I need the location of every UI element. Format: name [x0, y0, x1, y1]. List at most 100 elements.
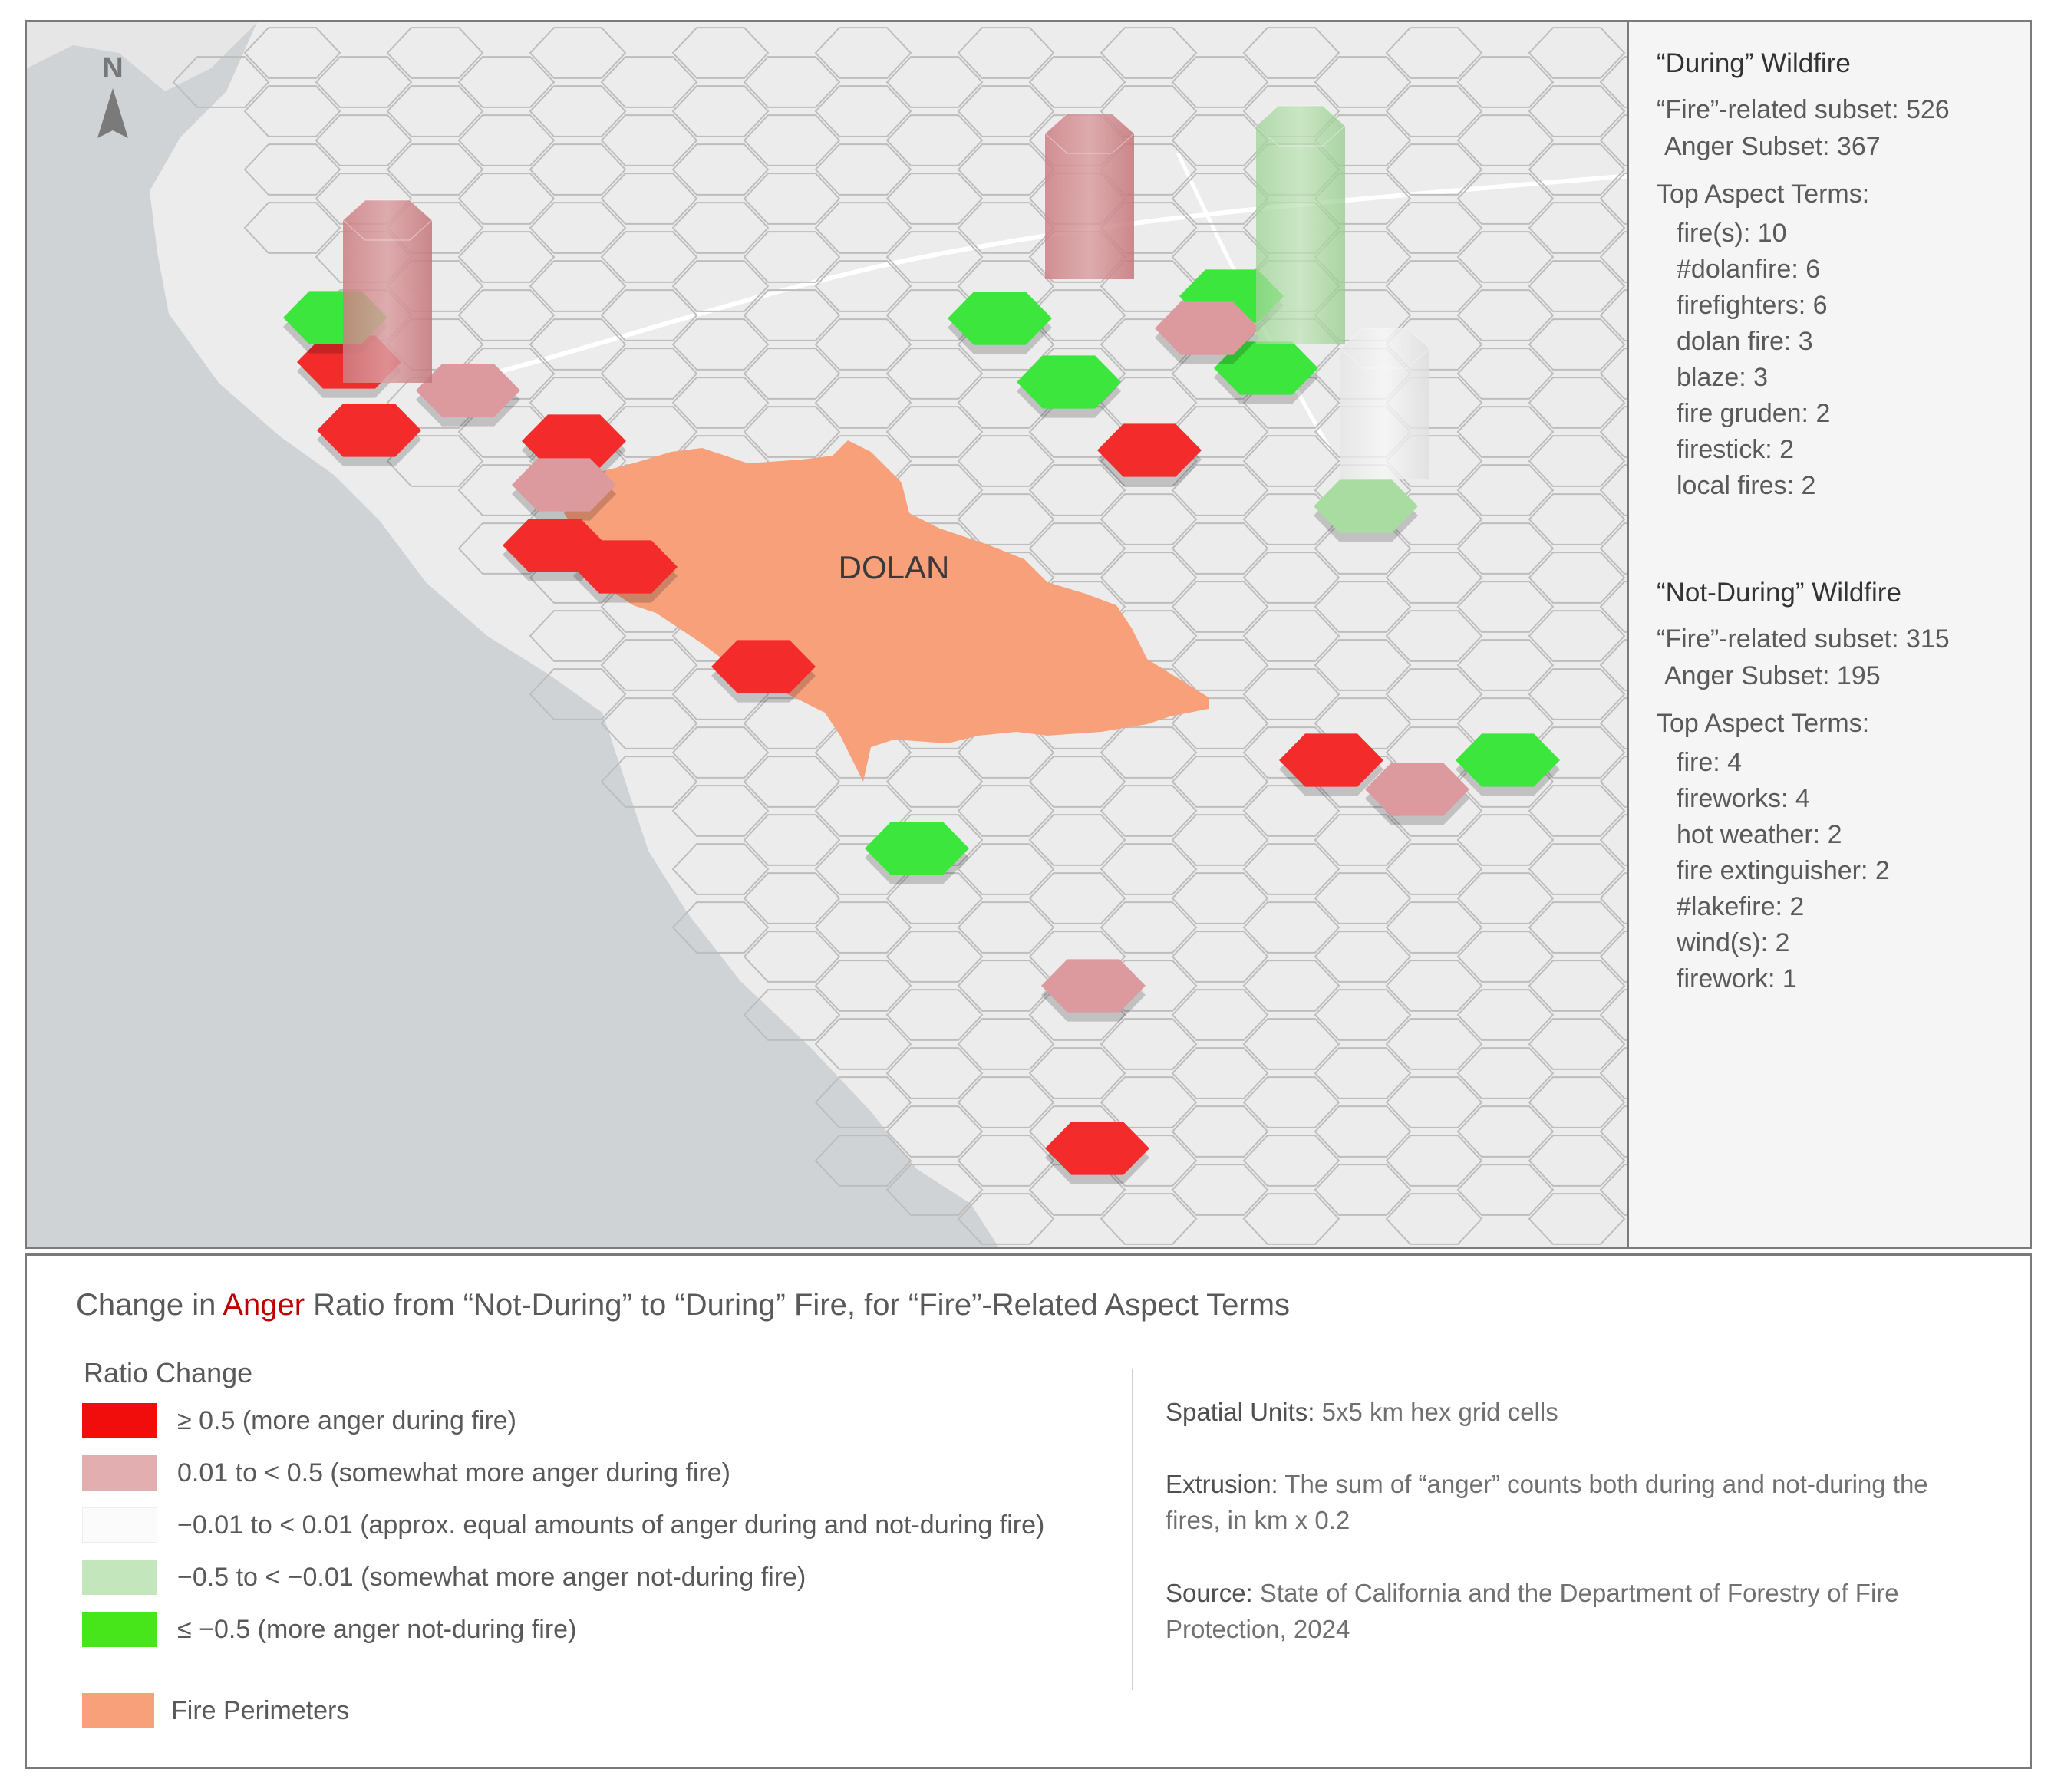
extruded-hex-column[interactable]	[1340, 328, 1430, 479]
grid-cell	[1599, 114, 1627, 166]
grid-cell	[1599, 581, 1627, 633]
hex-cell-top	[1314, 479, 1418, 533]
not-during-anger-subset: Anger Subset: 195	[1664, 661, 1881, 690]
hex-cell[interactable]	[1097, 423, 1202, 486]
hex-cell[interactable]	[1017, 355, 1121, 418]
grid-cell	[1528, 668, 1626, 720]
not-during-fire-subset: “Fire”-related subset: 315	[1657, 624, 1950, 654]
grid-cell	[814, 260, 912, 312]
grid-cell	[1242, 1076, 1340, 1128]
grid-cell	[1456, 931, 1555, 983]
legend-swatch	[82, 1403, 157, 1438]
grid-cell	[957, 143, 1055, 196]
grid-cell	[1385, 202, 1483, 254]
grid-cell	[1599, 1105, 1627, 1158]
grid-cell	[1242, 1135, 1340, 1187]
grid-cell	[1171, 697, 1269, 749]
hex-cell[interactable]	[1314, 479, 1418, 542]
column-body	[1340, 348, 1429, 479]
legend-label: ≤ −0.5 (more anger not-during fire)	[177, 1614, 577, 1644]
grid-cell	[1171, 872, 1269, 924]
hex-cell[interactable]	[416, 364, 520, 427]
land-north	[27, 22, 257, 91]
grid-cell	[1314, 581, 1412, 633]
extrusion-note: Extrusion: The sum of “anger” counts bot…	[1166, 1466, 1987, 1538]
extruded-hex-column[interactable]	[342, 199, 433, 383]
grid-cell	[1242, 552, 1340, 604]
ratio-change-heading: Ratio Change	[84, 1357, 253, 1388]
grid-cell	[957, 85, 1055, 137]
grid-cell	[1456, 989, 1555, 1041]
grid-cell	[814, 1018, 912, 1070]
hex-cell[interactable]	[865, 822, 969, 884]
term-item: fire gruden: 2	[1677, 399, 1831, 428]
hex-cell[interactable]	[317, 404, 421, 466]
term-item: fire: 4	[1677, 748, 1743, 777]
grid-cell	[1528, 1018, 1626, 1070]
grid-cell	[957, 435, 1055, 487]
grid-cell	[1242, 435, 1340, 487]
grid-cell	[529, 85, 627, 137]
grid-cell	[1171, 639, 1269, 691]
grid-cell	[1028, 56, 1126, 108]
grid-cell	[1314, 989, 1412, 1041]
hex-cell[interactable]	[512, 458, 616, 521]
not-during-terms-heading: Top Aspect Terms:	[1657, 709, 1870, 738]
grid-cell	[1314, 697, 1412, 749]
hex-cell-top	[1097, 423, 1202, 477]
hex-cell[interactable]	[948, 292, 1052, 354]
grid-cell	[1599, 348, 1627, 400]
grid-cell	[743, 872, 841, 924]
grid-cell	[1599, 872, 1627, 924]
hex-cell[interactable]	[1214, 341, 1318, 404]
legend-title-before: Change in	[76, 1288, 223, 1322]
grid-cell	[1599, 522, 1627, 575]
grid-cell	[1171, 931, 1269, 983]
extruded-hex-column[interactable]	[1255, 105, 1346, 344]
hex-cell-top	[416, 364, 520, 417]
map-canvas[interactable]: DOLAN	[27, 22, 1629, 1249]
extruded-hex-column[interactable]	[1044, 113, 1135, 279]
grid-cell	[243, 27, 341, 79]
grid-cell	[671, 85, 770, 137]
grid-cell	[743, 114, 841, 166]
grid-cell	[529, 143, 627, 196]
hex-cell[interactable]	[1155, 301, 1259, 364]
grid-cell	[671, 27, 770, 79]
grid-cell	[1456, 114, 1555, 166]
hex-cell[interactable]	[1045, 1122, 1149, 1184]
grid-cell	[1028, 872, 1126, 924]
hex-cell[interactable]	[1041, 959, 1146, 1022]
not-during-section: “Not-During” Wildfire “Fire”-related sub…	[1657, 578, 2030, 997]
hex-cell[interactable]	[1456, 733, 1560, 796]
hex-cell[interactable]	[573, 540, 678, 603]
grid-cell	[1528, 27, 1626, 79]
grid-cell	[1528, 960, 1626, 1012]
grid-cell	[600, 231, 698, 283]
grid-cell	[671, 377, 770, 429]
spatial-units-note: Spatial Units: 5x5 km hex grid cells	[1166, 1394, 1987, 1430]
grid-cell	[671, 260, 770, 312]
hex-cell[interactable]	[1279, 733, 1383, 796]
grid-cell	[814, 318, 912, 371]
note-value: The sum of “anger” counts both during an…	[1166, 1470, 1928, 1534]
grid-cell	[743, 173, 841, 225]
grid-cell	[243, 85, 341, 137]
grid-cell	[1242, 901, 1340, 954]
not-during-title: “Not-During” Wildfire	[1657, 578, 1901, 608]
grid-cell	[1528, 202, 1626, 254]
grid-cell	[1599, 756, 1627, 808]
fire-perimeter[interactable]	[564, 440, 1209, 782]
grid-cell	[1528, 435, 1626, 487]
grid-cell	[1385, 610, 1483, 662]
grid-cell	[1528, 785, 1626, 837]
hex-cell[interactable]	[711, 640, 816, 703]
grid-cell	[1028, 406, 1126, 458]
map-frame[interactable]: DOLAN N	[25, 20, 1629, 1249]
grid-cell	[743, 406, 841, 458]
grid-cell	[1528, 901, 1626, 954]
grid-cell	[1171, 173, 1269, 225]
hex-cell[interactable]	[1365, 763, 1469, 825]
column-body	[1256, 126, 1345, 344]
grid-cell	[1385, 1018, 1483, 1070]
